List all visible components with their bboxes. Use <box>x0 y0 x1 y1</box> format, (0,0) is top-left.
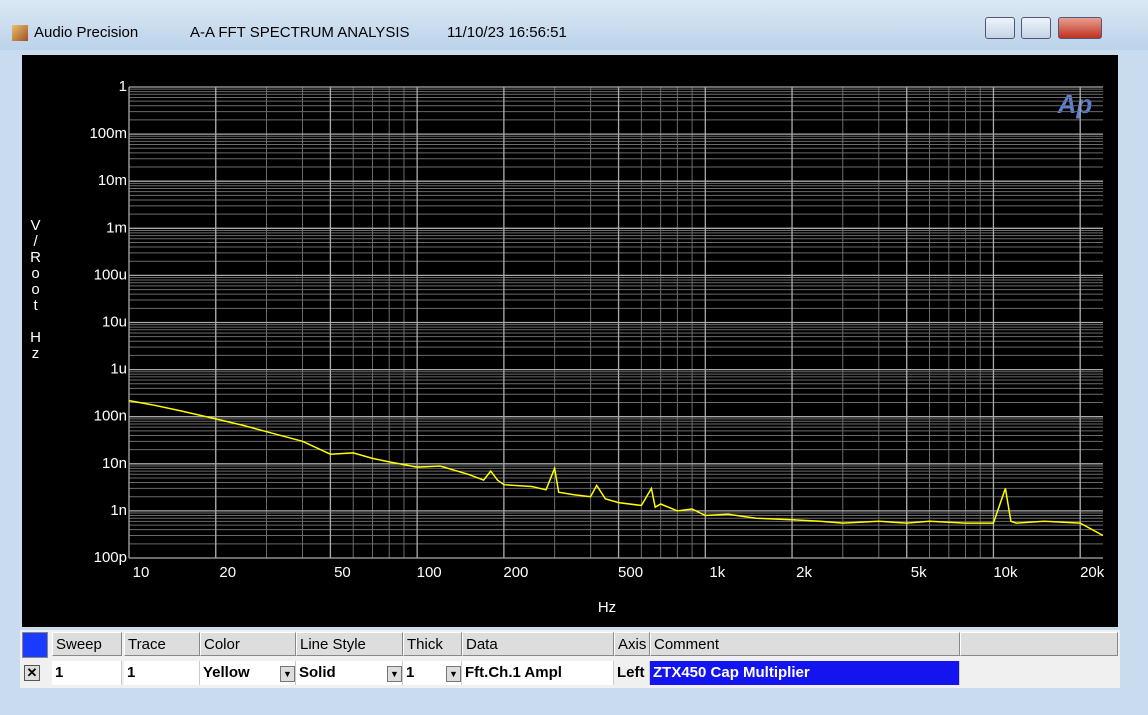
x-tick-label: 10k <box>993 564 1018 581</box>
window-title: A-A FFT SPECTRUM ANALYSIS <box>190 24 410 41</box>
x-tick-label: 20 <box>219 564 236 581</box>
logo: Ap <box>1057 89 1093 119</box>
x-tick-label: 2k <box>796 564 812 581</box>
y-tick-label: 10n <box>102 455 127 472</box>
close-button[interactable] <box>1058 17 1102 39</box>
column-header: Comment <box>650 632 960 656</box>
y-tick-label: 100m <box>89 125 127 142</box>
x-tick-label: 200 <box>503 564 528 581</box>
trace-line <box>128 399 1104 537</box>
trace-table: ✕ Sweep Trace Color Line Style Thick Data Axis… <box>20 630 1120 688</box>
table-cell: 1 <box>124 661 200 685</box>
trace-checkbox[interactable]: ✕ <box>24 665 40 681</box>
x-tick-label: 1k <box>709 564 725 581</box>
table-cell: Left <box>614 661 650 685</box>
table-cell: Fft.Ch.1 Ampl <box>462 661 614 685</box>
column-header: Color <box>200 632 296 656</box>
app-name: Audio Precision <box>34 24 139 41</box>
header-filler <box>960 632 1118 656</box>
x-tick-label: 10 <box>133 564 150 581</box>
maximize-button[interactable] <box>1021 17 1051 39</box>
app-icon <box>12 25 28 41</box>
column-header: Line Style <box>296 632 403 656</box>
x-tick-label: 20k <box>1080 564 1105 581</box>
title-bar: Audio Precision A-A FFT SPECTRUM ANALYSI… <box>0 0 1148 50</box>
table-cell: 1 <box>52 661 122 685</box>
y-tick-label: 10m <box>98 172 127 189</box>
x-tick-label: 50 <box>334 564 351 581</box>
chart: Ap Hz V/Root Hz 10 20 50 100 200 500 1k 2k 5k 10k… <box>22 55 1118 627</box>
x-tick-label: 100 <box>417 564 442 581</box>
y-tick-label: 1 <box>119 78 127 95</box>
column-header: Thick <box>403 632 462 656</box>
y-tick-label: 100n <box>94 408 127 425</box>
table-cell: ZTX450 Cap Multiplier <box>650 661 960 685</box>
column-header: Data <box>462 632 614 656</box>
table-cell: Solid <box>296 661 403 685</box>
minimize-button[interactable] <box>985 17 1015 39</box>
y-tick-label: 100p <box>94 549 127 566</box>
dropdown-button[interactable]: ▼ <box>387 666 402 682</box>
x-tick-label: 5k <box>911 564 927 581</box>
dropdown-button[interactable]: ▼ <box>446 666 461 682</box>
x-axis-label: Hz <box>598 599 616 616</box>
y-tick-label: 10u <box>102 313 127 330</box>
y-tick-label: 1m <box>106 219 127 236</box>
y-tick-label: 1n <box>110 502 127 519</box>
timestamp: 11/10/23 16:56:51 <box>447 24 567 41</box>
column-header: Trace <box>124 632 200 656</box>
y-axis-label: V/Root Hz <box>27 217 44 361</box>
column-header: Sweep <box>52 632 122 656</box>
x-tick-label: 500 <box>618 564 643 581</box>
y-tick-label: 1u <box>110 361 127 378</box>
color-swatch <box>22 632 48 658</box>
y-tick-label: 100u <box>94 266 127 283</box>
dropdown-button[interactable]: ▼ <box>280 666 295 682</box>
column-header: Axis <box>614 632 650 656</box>
